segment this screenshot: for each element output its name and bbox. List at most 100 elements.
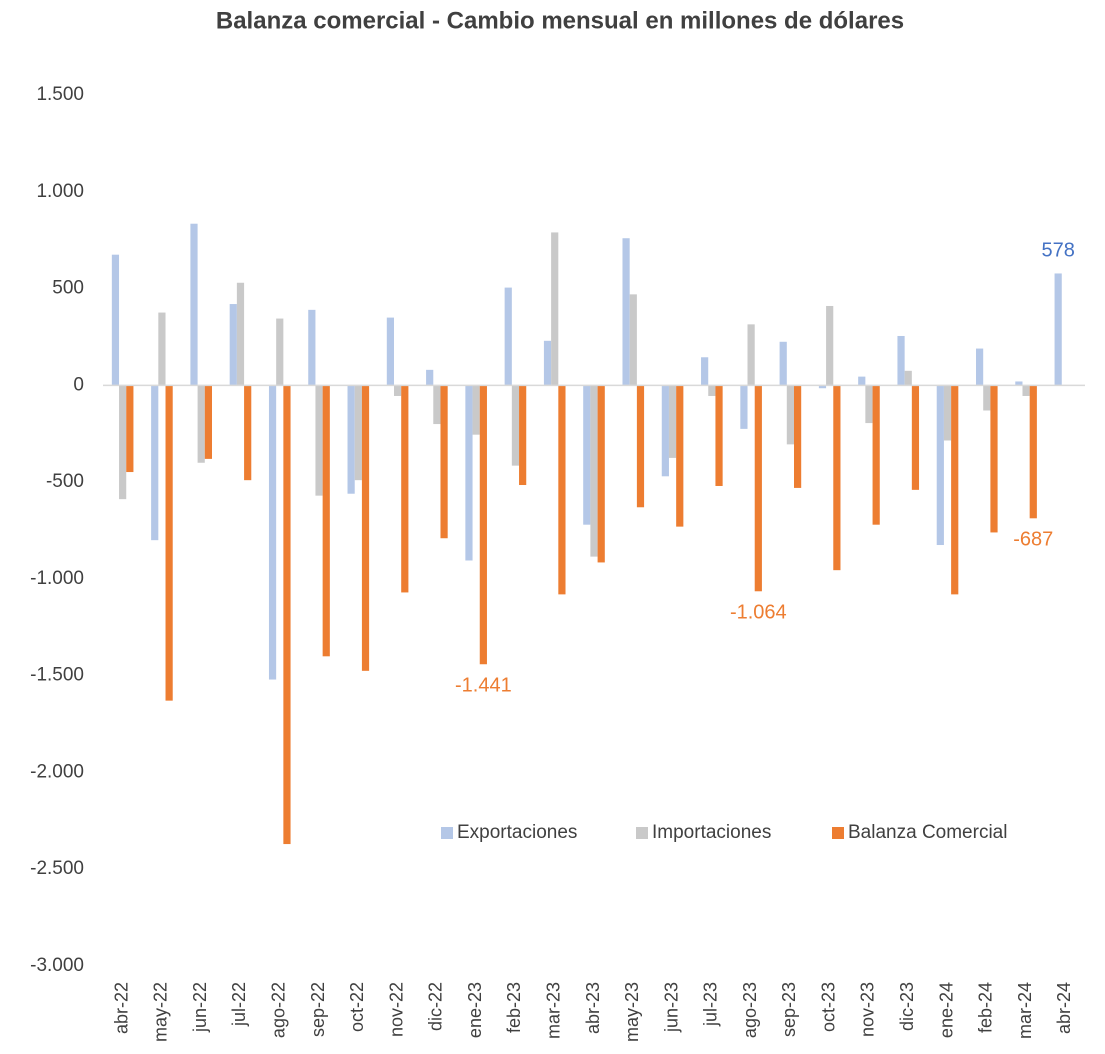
x-tick-label: dic-22 (426, 982, 446, 1031)
bar (1029, 385, 1037, 519)
bar (754, 385, 762, 592)
bar (504, 287, 512, 386)
bar (826, 305, 834, 386)
y-tick-label: 0 (73, 374, 84, 395)
bar (283, 385, 291, 845)
x-tick-label: ago-23 (740, 982, 760, 1038)
y-tick-label: 1.000 (36, 181, 84, 202)
x-tick-label: dic-23 (897, 982, 917, 1031)
x-tick-label: mar-24 (1015, 982, 1035, 1039)
bar (126, 385, 134, 473)
bar (465, 385, 473, 561)
bar (865, 385, 873, 424)
x-tick-label: feb-24 (976, 982, 996, 1033)
bar (229, 304, 237, 386)
x-tick-label: jul-23 (701, 982, 721, 1027)
bar (190, 223, 198, 386)
x-tick-label: ago-22 (269, 982, 289, 1038)
data-label: 578 (1041, 240, 1074, 262)
y-tick-label: -2.000 (30, 761, 84, 782)
x-tick-label: abr-23 (583, 982, 603, 1034)
bar (943, 385, 952, 441)
x-tick-label: may-22 (151, 982, 171, 1042)
bar (583, 385, 591, 525)
bar (347, 385, 355, 494)
x-tick-label: jun-23 (661, 982, 681, 1033)
bar (668, 385, 677, 458)
bar (119, 385, 127, 500)
data-label: -1.441 (455, 675, 512, 697)
bar (951, 385, 959, 595)
bar (622, 238, 630, 386)
data-label: -1.064 (730, 602, 787, 624)
bar (983, 385, 991, 411)
bar (268, 385, 277, 680)
x-tick-label: nov-23 (858, 982, 878, 1037)
bar (794, 385, 802, 488)
bar (472, 385, 480, 435)
x-tick-label: mar-23 (543, 982, 563, 1039)
bar (197, 385, 205, 463)
bar (236, 282, 245, 386)
x-tick-label: jun-22 (190, 982, 210, 1033)
legend-swatch (636, 827, 648, 839)
x-tick-label: ene-24 (936, 982, 956, 1038)
x-tick-label: sep-23 (779, 982, 799, 1037)
bar (315, 385, 323, 496)
bar (308, 309, 316, 386)
bar (911, 385, 920, 490)
bar (543, 340, 552, 386)
bar (1022, 385, 1030, 396)
chart-title: Balanza comercial - Cambio mensual en mi… (216, 7, 904, 34)
legend-label: Exportaciones (457, 822, 577, 843)
bar (440, 385, 448, 539)
x-tick-label: oct-23 (818, 982, 838, 1032)
x-tick-label: may-23 (622, 982, 642, 1042)
bar (936, 385, 944, 546)
bar (401, 385, 409, 593)
bar (661, 385, 669, 477)
bar (322, 385, 330, 657)
y-tick-label: -500 (46, 471, 84, 492)
legend-label: Balanza Comercial (848, 822, 1007, 843)
bar (897, 335, 905, 386)
bar (394, 385, 402, 396)
bar (519, 385, 527, 486)
x-tick-label: sep-22 (308, 982, 328, 1037)
legend-swatch (832, 827, 844, 839)
bar (676, 385, 684, 527)
y-tick-label: 1.500 (36, 84, 84, 105)
bar (701, 357, 709, 386)
bar (433, 385, 441, 425)
y-tick-label: -3.000 (30, 955, 84, 976)
x-tick-label: abr-22 (111, 982, 131, 1034)
y-tick-label: 500 (52, 278, 84, 299)
bar (354, 385, 362, 481)
y-tick-label: -1.500 (30, 665, 84, 686)
bar (479, 385, 487, 665)
x-tick-label: ene-23 (465, 982, 485, 1038)
bar (708, 385, 716, 396)
bar (151, 385, 159, 541)
y-tick-label: -2.500 (30, 858, 84, 879)
bar (204, 385, 212, 459)
x-tick-label: jul-22 (229, 982, 249, 1027)
bar (818, 385, 827, 389)
bar (747, 324, 755, 386)
bar (779, 341, 787, 386)
bar (590, 385, 598, 557)
bar (1015, 381, 1023, 386)
bar (740, 385, 748, 429)
bar (386, 317, 394, 386)
x-tick-label: abr-24 (1054, 982, 1074, 1034)
bar (165, 385, 173, 701)
bar (990, 385, 998, 533)
bar (833, 385, 841, 571)
bar (426, 369, 434, 386)
bar (244, 385, 252, 481)
bar (629, 294, 637, 386)
bar (872, 385, 880, 525)
x-tick-label: nov-22 (386, 982, 406, 1037)
y-tick-label: -1.000 (30, 568, 84, 589)
bar (276, 318, 284, 386)
